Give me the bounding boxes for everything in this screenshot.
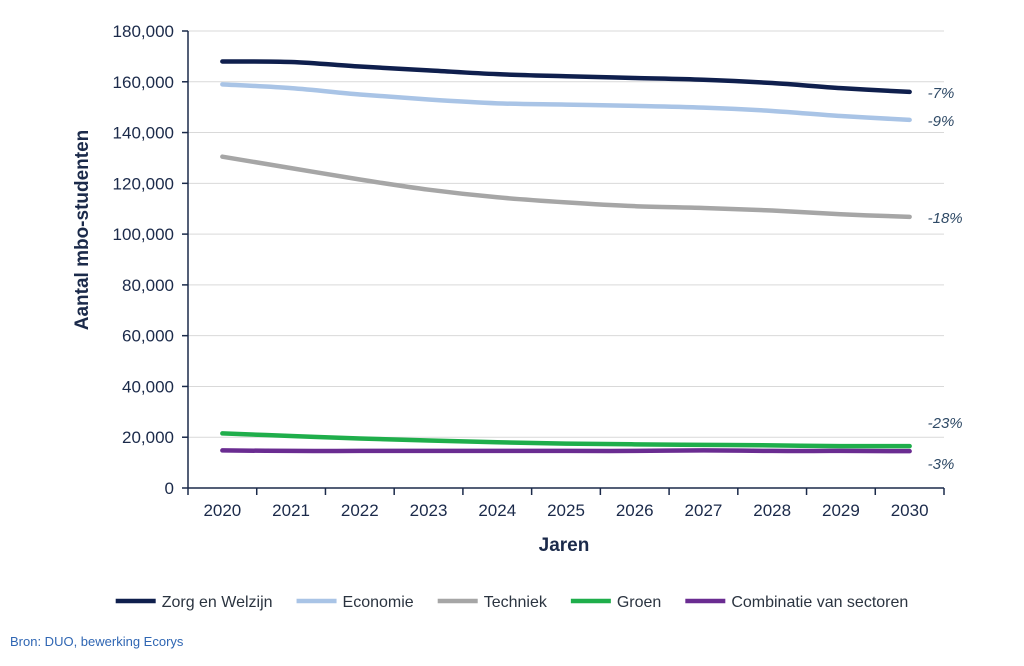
x-tick-label: 2023: [410, 501, 448, 520]
legend-label: Combinatie van sectoren: [731, 594, 908, 611]
series-line-techniek: [220, 154, 912, 220]
legend-item-economie: Economie: [296, 594, 414, 611]
y-tick-label: 20,000: [122, 428, 174, 447]
change-label-techniek: -18%: [928, 210, 963, 227]
y-tick-label: 40,000: [122, 377, 174, 396]
change-label-groen: -23%: [928, 415, 963, 432]
x-tick-label: 2028: [753, 501, 791, 520]
change-label-zorg-en-welzijn: -7%: [928, 85, 955, 102]
y-tick-label: 160,000: [113, 73, 174, 92]
x-axis-title: Jaren: [539, 535, 590, 556]
x-tick-label: 2026: [616, 501, 654, 520]
y-tick-label: 0: [165, 479, 174, 498]
y-tick-label: 180,000: [113, 22, 174, 41]
legend-label: Economie: [343, 594, 414, 611]
legend-item-techniek: Techniek: [437, 594, 548, 611]
x-tick-label: 2025: [547, 501, 585, 520]
y-tick-label: 80,000: [122, 276, 174, 295]
x-tick-label: 2022: [341, 501, 379, 520]
y-tick-label: 100,000: [113, 225, 174, 244]
x-tick-label: 2027: [685, 501, 723, 520]
legend-item-combinatie-van-sectoren: Combinatie van sectoren: [685, 594, 908, 611]
series-lines: [220, 59, 912, 454]
x-tick-label: 2029: [822, 501, 860, 520]
x-tick-label: 2020: [203, 501, 241, 520]
gridlines: [188, 30, 944, 438]
series-line-groen: [220, 431, 912, 449]
legend-item-groen: Groen: [570, 594, 661, 611]
x-tick-label: 2030: [891, 501, 929, 520]
legend-item-zorg-en-welzijn: Zorg en Welzijn: [115, 594, 273, 611]
y-axis-title: Aantal mbo-studenten: [72, 130, 93, 331]
series-line-zorg-en-welzijn: [220, 59, 912, 95]
legend-label: Groen: [617, 594, 661, 611]
x-tick-label: 2021: [272, 501, 310, 520]
legend-label: Zorg en Welzijn: [162, 594, 273, 611]
change-label-combinatie-van-sectoren: -3%: [928, 456, 955, 473]
source-note: Bron: DUO, bewerking Ecorys: [10, 634, 184, 649]
series-line-economie: [220, 82, 912, 123]
change-labels: -7% -9% -18% -23% -3%: [928, 85, 963, 473]
legend-label: Techniek: [484, 594, 548, 611]
y-tick-label: 140,000: [113, 124, 174, 143]
legend: Zorg en Welzijn Economie Techniek Groen Comb…: [115, 594, 908, 611]
axes: 0 20,000 40,000 60,000 80,000 100,000 120,000 1…: [113, 22, 945, 520]
series-line-combinatie-van-sectoren: [220, 448, 912, 454]
x-tick-label: 2024: [478, 501, 516, 520]
y-tick-label: 60,000: [122, 327, 174, 346]
y-tick-label: 120,000: [113, 174, 174, 193]
change-label-economie: -9%: [928, 113, 955, 130]
